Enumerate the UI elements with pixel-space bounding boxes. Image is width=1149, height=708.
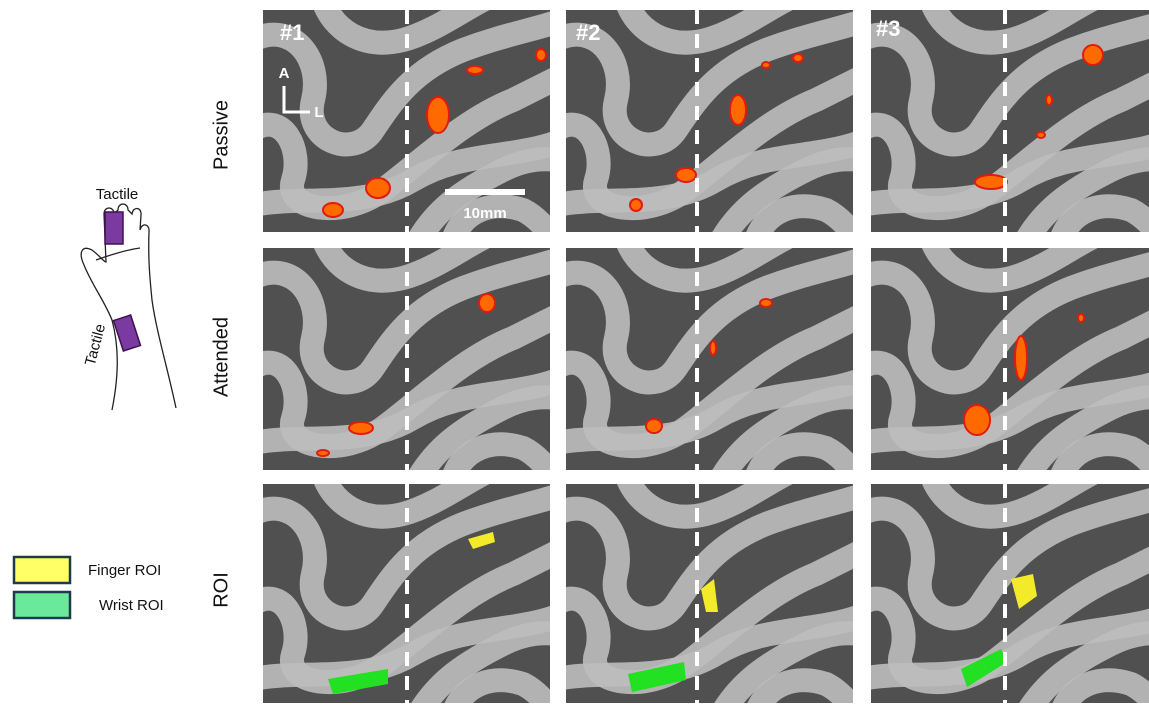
- column-label: #1: [280, 20, 304, 45]
- activation-blob: [1015, 336, 1027, 380]
- mri-panel: [253, 238, 563, 488]
- legend-label: Finger ROI: [88, 562, 161, 579]
- row-label: ROI: [210, 572, 232, 608]
- activation-blob: [479, 294, 495, 312]
- column-label: #2: [576, 20, 600, 45]
- activation-blob: [760, 299, 772, 307]
- activation-blob: [630, 199, 642, 211]
- finger-label: Tactile: [96, 186, 139, 203]
- activation-blob: [317, 450, 329, 456]
- activation-blob: [1083, 45, 1103, 65]
- activation-blob: [1046, 95, 1052, 105]
- activation-blob: [427, 97, 449, 133]
- activation-blob: [730, 95, 746, 125]
- activation-blob: [676, 168, 696, 182]
- row-label: Passive: [210, 100, 232, 170]
- activation-blob: [762, 62, 770, 68]
- orientation-anterior: A: [279, 65, 290, 82]
- orientation-lateral: L: [314, 104, 323, 121]
- mri-panel: [861, 474, 1149, 703]
- legend-swatch: [14, 592, 70, 618]
- activation-blob: [536, 49, 546, 61]
- activation-blob: [964, 405, 990, 435]
- image-grid: [253, 0, 1149, 703]
- row-label: Attended: [210, 317, 232, 397]
- activation-blob: [366, 178, 390, 198]
- hand-illustration: [81, 204, 176, 410]
- mri-panel: [556, 474, 866, 703]
- activation-blob: [1037, 132, 1045, 138]
- mri-panel: [253, 474, 563, 703]
- legend-label: Wrist ROI: [99, 597, 164, 614]
- mri-panel: [556, 238, 866, 488]
- activation-blob: [975, 175, 1007, 189]
- activation-blob: [323, 203, 343, 217]
- finger-stimulator: [105, 212, 123, 244]
- mri-panel: [861, 0, 1149, 250]
- activation-blob: [710, 341, 716, 355]
- activation-blob: [793, 54, 803, 62]
- figure: Tactile Tactile Passive Attended ROI Fin…: [0, 0, 1149, 703]
- wrist-label: Tactile: [82, 322, 109, 367]
- legend-swatch: [14, 557, 70, 583]
- column-label: #3: [876, 16, 900, 41]
- mri-panel: [556, 0, 866, 250]
- wrist-stimulator: [113, 315, 140, 351]
- mri-panel: [861, 238, 1149, 488]
- activation-blob: [349, 422, 373, 434]
- hand-outline: [81, 204, 176, 410]
- activation-blob: [467, 66, 483, 74]
- activation-blob: [646, 419, 662, 433]
- activation-blob: [1078, 314, 1084, 322]
- scale-bar-label: 10mm: [463, 205, 506, 222]
- palm-line: [96, 248, 140, 260]
